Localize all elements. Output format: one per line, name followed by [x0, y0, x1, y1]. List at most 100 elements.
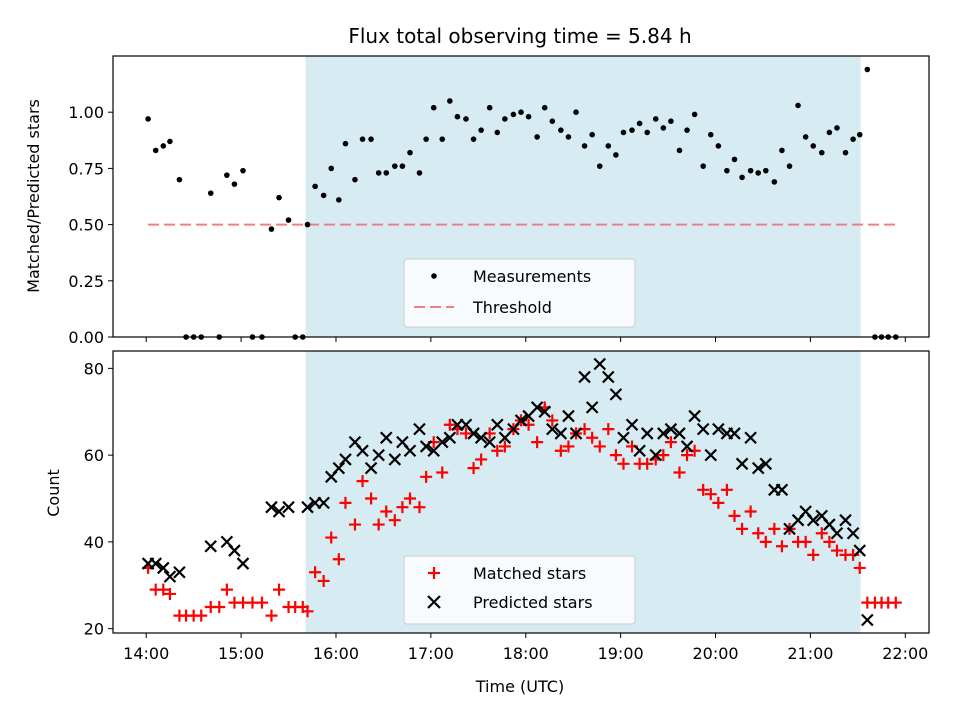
matched-star-point	[348, 518, 361, 531]
x-tick-label: 15:00	[218, 644, 264, 663]
predicted-star-point	[775, 483, 789, 497]
top-y-axis-label: Matched/Predicted stars	[24, 99, 43, 293]
measurement-point	[715, 143, 722, 149]
measurement-point	[328, 165, 335, 172]
predicted-stars-points	[141, 357, 874, 627]
matched-star-point	[799, 535, 812, 548]
predicted-star-point	[379, 431, 393, 445]
measurement-point	[399, 163, 406, 169]
predicted-star-point	[301, 500, 314, 514]
matched-star-point	[491, 444, 504, 457]
measurement-point	[668, 118, 674, 124]
matched-star-point	[602, 423, 615, 436]
matched-star-point	[736, 522, 749, 535]
predicted-star-point	[830, 526, 844, 540]
predicted-star-point	[554, 427, 568, 440]
measurement-point	[700, 163, 706, 169]
predicted-star-point	[282, 500, 295, 514]
predicted-star-point	[688, 409, 701, 423]
matched-star-point	[823, 535, 836, 548]
top-y-ticks: 0.00 0.25 0.50 0.75 1.00	[68, 103, 113, 347]
measurement-point	[276, 194, 282, 201]
matched-star-point	[459, 427, 472, 440]
predicted-star-point	[173, 565, 186, 579]
x-tick-label: 16:00	[313, 644, 359, 663]
predicted-star-point	[364, 461, 378, 475]
measurement-point	[510, 111, 517, 118]
measurement-point	[842, 149, 849, 156]
predicted-star-point	[483, 435, 496, 449]
measurement-point	[160, 143, 167, 149]
measurement-point	[636, 120, 643, 127]
measurement-point	[352, 176, 358, 183]
matched-star-point	[759, 535, 772, 548]
matched-star-point	[356, 475, 369, 488]
measurement-point	[834, 125, 840, 131]
matched-star-point	[498, 440, 511, 453]
matched-star-point	[163, 587, 176, 600]
legend-predicted-label: Predicted stars	[473, 593, 593, 612]
measurement-point	[810, 143, 817, 149]
predicted-star-point	[514, 414, 528, 427]
matched-star-point	[265, 609, 278, 622]
y-tick-label: 0.50	[68, 216, 104, 235]
matched-star-point	[554, 444, 567, 457]
measurement-point	[795, 102, 801, 109]
bottom-y-ticks: 20 40 60 80	[84, 359, 113, 639]
bottom-legend-box	[403, 555, 636, 625]
y-tick-label: 0.75	[68, 159, 104, 178]
matched-star-point	[768, 522, 781, 535]
matched-star-point	[657, 449, 670, 462]
matched-star-point	[775, 540, 788, 553]
predicted-star-point	[419, 440, 433, 453]
measurement-point	[763, 167, 769, 174]
predicted-star-point	[272, 505, 286, 518]
matched-stars-points	[142, 401, 902, 622]
measurement-point	[176, 176, 183, 183]
measurement-point	[486, 104, 493, 111]
predicted-star-point	[413, 422, 426, 436]
predicted-star-point	[538, 405, 551, 419]
measurement-point	[707, 131, 714, 138]
matched-star-point	[255, 596, 268, 609]
legend-measurements-label: Measurements	[473, 267, 591, 286]
matched-star-point	[681, 449, 694, 462]
predicted-star-point	[265, 500, 278, 514]
legend-matched-label: Matched stars	[473, 564, 586, 583]
predicted-star-point	[664, 422, 678, 436]
measurement-point	[454, 113, 461, 120]
measurement-point	[826, 129, 833, 136]
matched-star-point	[317, 574, 330, 587]
predicted-star-point	[578, 370, 591, 384]
matched-star-point	[546, 414, 559, 427]
matched-star-point	[443, 418, 456, 431]
measurement-point	[558, 127, 564, 133]
predicted-star-point	[744, 431, 757, 445]
measurement-point	[589, 131, 595, 138]
measurement-point	[224, 172, 230, 178]
measurement-point	[786, 163, 793, 169]
measurement-point	[152, 147, 159, 154]
matched-star-point	[467, 462, 480, 475]
top-panel: Flux total observing time = 5.84 h 0.000…	[24, 24, 930, 347]
matched-star-point	[213, 600, 226, 613]
matched-star-point	[712, 496, 725, 509]
measurement-point	[359, 136, 366, 142]
matched-star-point	[815, 527, 828, 540]
measurement-point	[392, 163, 398, 169]
measurement-point	[620, 129, 627, 136]
predicted-star-point	[443, 431, 457, 445]
measurement-point	[416, 170, 423, 176]
matched-star-point	[301, 605, 314, 618]
predicted-star-point	[530, 401, 544, 414]
measurement-point	[494, 129, 501, 136]
matched-star-point	[664, 436, 677, 449]
measurement-point	[605, 143, 612, 149]
predicted-star-point	[633, 444, 646, 458]
matched-star-point	[475, 453, 488, 466]
predicted-star-point	[735, 457, 749, 471]
matched-star-point	[531, 436, 544, 449]
measurement-point	[470, 136, 477, 142]
predicted-star-point	[372, 448, 385, 462]
matched-star-point	[309, 566, 322, 579]
